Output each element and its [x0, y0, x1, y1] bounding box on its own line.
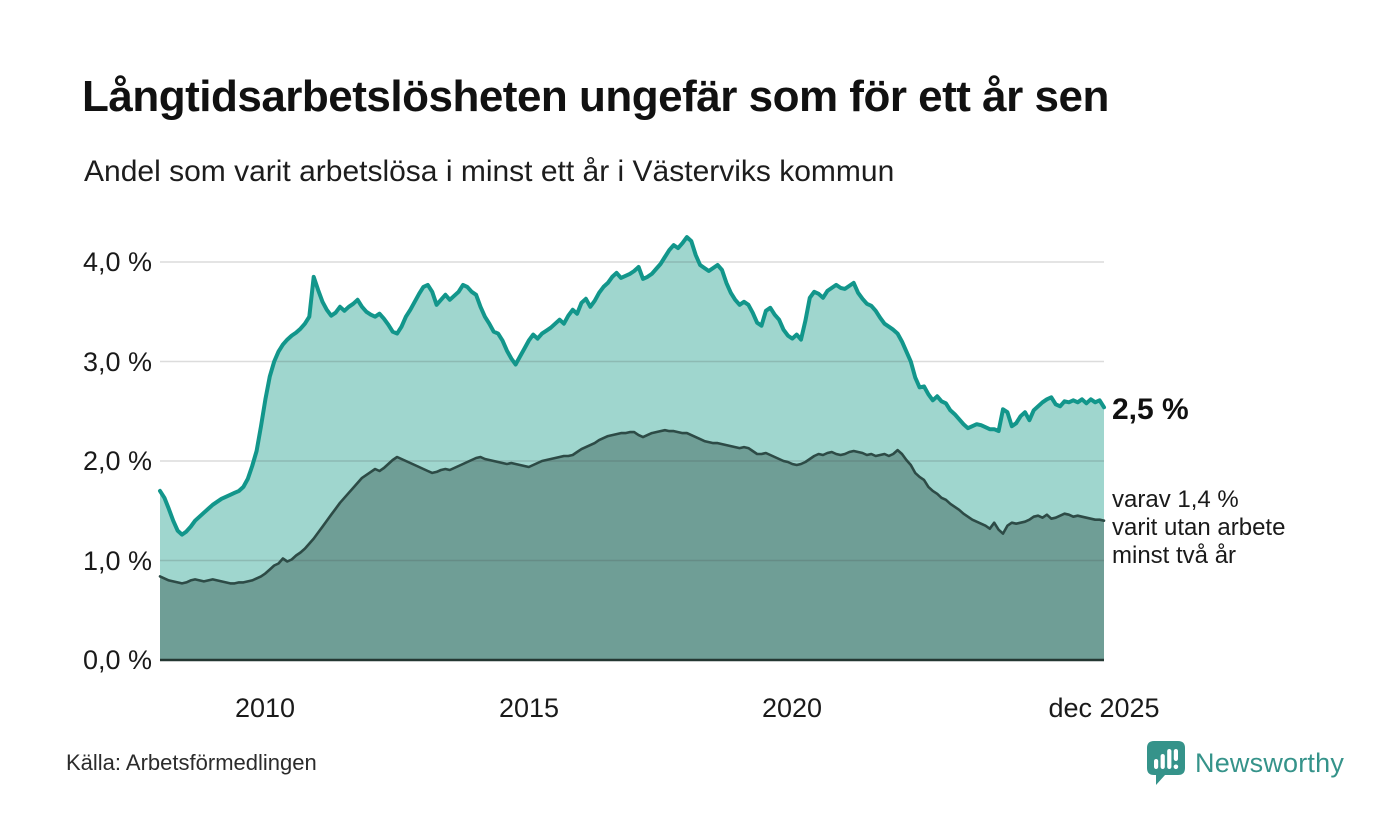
- y-tick-label-2: 2,0 %: [82, 446, 152, 476]
- y-tick-label-3: 3,0 %: [82, 347, 152, 377]
- x-tick-label-2010: 2010: [234, 693, 296, 723]
- end-label-subset-line3: minst två år: [1112, 542, 1237, 569]
- x-tick-label-dec-2025: dec 2025: [1048, 693, 1160, 723]
- x-tick-label-2015: 2015: [498, 693, 560, 723]
- end-label-subset-line2: varit utan arbete: [1112, 514, 1286, 541]
- newsworthy-wordmark: Newsworthy: [1195, 747, 1345, 778]
- page-title: Långtidsarbetslösheten ungefär som för e…: [82, 72, 1109, 121]
- y-tick-label-1: 1,0 %: [82, 546, 152, 576]
- end-label-subset: varav 1,4 % varit utan arbete minst två …: [1112, 486, 1285, 570]
- source-note: Källa: Arbetsförmedlingen: [66, 750, 317, 775]
- page-subtitle: Andel som varit arbetslösa i minst ett å…: [84, 155, 895, 188]
- y-tick-label-4: 4,0 %: [82, 247, 152, 277]
- line-unemployed-2yr: [158, 428, 1106, 585]
- y-gridlines: [160, 261, 1104, 562]
- end-label-total: 2,5 %: [1112, 393, 1189, 426]
- newsworthy-pin-icon: [1147, 741, 1185, 785]
- newsworthy-logo: Newsworthy: [1146, 740, 1344, 786]
- y-tick-label-0: 0,0 %: [82, 645, 152, 675]
- end-label-subset-line1: varav 1,4 %: [1112, 486, 1239, 513]
- area-fill-unemployed-2yr: [160, 430, 1104, 660]
- x-tick-label-2020: 2020: [761, 693, 823, 723]
- line-unemployed-1yr: [158, 235, 1106, 537]
